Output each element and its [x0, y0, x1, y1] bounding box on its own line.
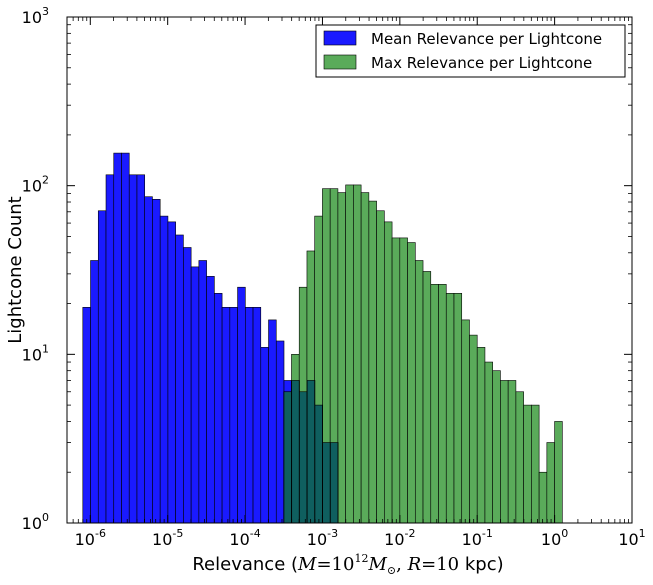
- x-tick-label: 10-5: [152, 527, 183, 549]
- y-tick-label: 103: [22, 5, 49, 27]
- overlap-bar: [322, 442, 331, 524]
- max-bar: [523, 404, 532, 524]
- max-bar: [407, 242, 416, 524]
- max-bar: [453, 293, 463, 524]
- overlap-bar: [306, 380, 315, 524]
- max-bar: [353, 184, 362, 524]
- plot-frame: [66, 16, 633, 524]
- y-tick-label: 101: [22, 342, 49, 364]
- mean-bar: [252, 307, 262, 524]
- mean-bar: [229, 307, 238, 524]
- max-bar: [492, 370, 501, 524]
- y-tick-label: 100: [22, 511, 49, 533]
- mean-bar: [175, 234, 184, 524]
- max-bar: [461, 319, 470, 524]
- mean-bar: [260, 347, 269, 524]
- mean-bar: [167, 221, 176, 524]
- max-bar: [368, 200, 377, 524]
- overlap-bar: [283, 391, 292, 524]
- x-tick-label: 100: [541, 527, 568, 549]
- legend: Mean Relevance per Lightcone Max Relevan…: [315, 24, 626, 78]
- overlap-bar: [291, 380, 300, 524]
- mean-bar: [90, 260, 99, 524]
- x-tick-label: 10-2: [384, 527, 415, 549]
- max-bar: [445, 293, 455, 524]
- max-bar: [391, 237, 401, 524]
- y-axis-title: Lightcone Count: [5, 196, 26, 344]
- max-bar: [430, 284, 439, 524]
- max-bar: [538, 471, 548, 524]
- x-tick-label: 10-4: [229, 527, 260, 549]
- overlap-bar: [330, 442, 339, 524]
- max-bar: [546, 442, 555, 524]
- max-bar: [438, 284, 447, 524]
- overlap-bar: [314, 404, 323, 524]
- mean-bar: [237, 286, 246, 524]
- max-bar: [399, 237, 408, 524]
- legend-swatch-mean: [323, 30, 357, 46]
- mean-bar: [198, 260, 207, 524]
- max-bar: [531, 404, 540, 524]
- x-tick-label: 10-6: [75, 527, 106, 549]
- mean-bar: [97, 210, 107, 524]
- max-bar: [469, 334, 478, 524]
- max-bar: [376, 210, 385, 524]
- mean-bar: [121, 152, 130, 524]
- max-bar: [507, 380, 517, 524]
- legend-swatch-max: [323, 54, 357, 70]
- max-bar: [360, 192, 370, 524]
- overlap-bar: [299, 391, 308, 524]
- mean-bar: [128, 174, 138, 524]
- mean-bar: [275, 340, 285, 524]
- mean-bar: [268, 319, 277, 524]
- mean-bar: [136, 174, 146, 524]
- max-bar: [484, 361, 493, 524]
- mean-bar: [221, 307, 231, 524]
- mean-bar: [159, 215, 169, 524]
- mean-bar: [144, 196, 153, 524]
- y-tick-label: 102: [22, 174, 49, 196]
- max-bar: [515, 391, 524, 524]
- y-axis-ticks: 100 101 102 103: [22, 5, 632, 533]
- legend-label-mean: Mean Relevance per Lightcone: [371, 30, 602, 48]
- x-axis-title: Relevance (M=1012M⊙, R=10 kpc): [192, 552, 503, 577]
- mean-bar: [113, 152, 122, 524]
- max-bar: [476, 347, 486, 524]
- mean-bar: [183, 247, 192, 524]
- x-tick-label: 10-3: [307, 527, 338, 549]
- x-tick-label: 101: [618, 527, 645, 549]
- max-bar: [500, 380, 509, 524]
- max-bar: [384, 221, 393, 524]
- x-axis-ticks: 10-6 10-5 10-4 10-3 10-2 10-1 100 101: [66, 17, 646, 549]
- x-tick-label: 10-1: [462, 527, 493, 549]
- max-bar: [345, 184, 354, 524]
- max-bar: [554, 421, 563, 524]
- max-bar: [414, 260, 424, 524]
- mean-bar: [105, 174, 115, 524]
- mean-bar: [206, 276, 215, 524]
- mean-bar: [82, 307, 91, 524]
- mean-bar: [245, 307, 254, 524]
- max-bar: [422, 271, 432, 524]
- mean-bar: [190, 266, 200, 524]
- mean-bar: [152, 199, 161, 524]
- mean-bar: [214, 293, 223, 524]
- legend-frame: [315, 24, 626, 78]
- max-bar: [337, 192, 346, 524]
- legend-label-max: Max Relevance per Lightcone: [371, 54, 592, 72]
